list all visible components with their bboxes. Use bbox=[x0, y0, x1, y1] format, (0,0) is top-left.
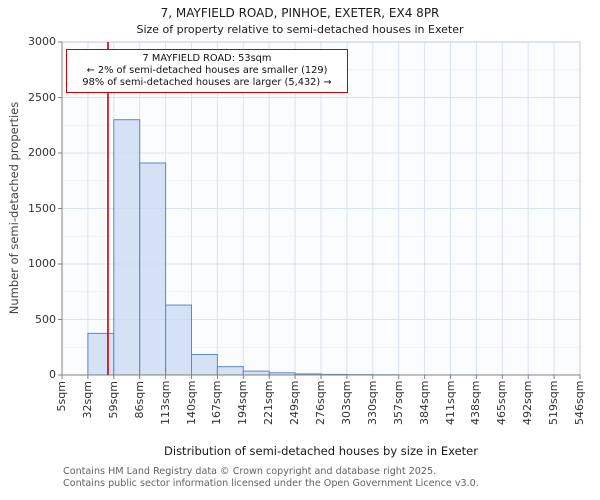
x-tick-label: 519sqm bbox=[547, 380, 561, 425]
y-tick-label: 2500 bbox=[28, 90, 56, 104]
histogram-bar bbox=[113, 119, 141, 376]
annotation-property-line: 7 MAYFIELD ROAD: 53sqm bbox=[142, 53, 272, 64]
chart-subtitle: Size of property relative to semi-detach… bbox=[136, 23, 464, 36]
x-tick-label: 276sqm bbox=[314, 380, 327, 425]
x-tick-label: 194sqm bbox=[236, 380, 250, 425]
x-tick-label: 140sqm bbox=[184, 380, 198, 425]
x-tick-label: 465sqm bbox=[495, 380, 509, 425]
y-tick-label: 1000 bbox=[28, 257, 56, 270]
x-tick-label: 113sqm bbox=[158, 380, 172, 425]
chart-title: 7, MAYFIELD ROAD, PINHOE, EXETER, EX4 8P… bbox=[160, 6, 440, 20]
histogram-bar bbox=[139, 162, 167, 376]
x-tick-label: 492sqm bbox=[521, 380, 535, 425]
histogram-bar bbox=[242, 370, 270, 376]
x-tick-label: 357sqm bbox=[391, 380, 405, 425]
x-tick-label: 330sqm bbox=[365, 380, 379, 425]
histogram-bar bbox=[87, 332, 115, 376]
x-tick-label: 86sqm bbox=[132, 381, 146, 419]
x-tick-label: 384sqm bbox=[417, 380, 431, 425]
y-tick-label: 3000 bbox=[28, 35, 56, 48]
annotation-larger-line: 98% of semi-detached houses are larger (… bbox=[82, 77, 332, 88]
histogram-bar bbox=[165, 304, 193, 376]
histogram-bar bbox=[191, 353, 218, 376]
x-tick-label: 303sqm bbox=[339, 380, 353, 425]
x-tick-label: 438sqm bbox=[469, 380, 483, 425]
x-tick-label: 221sqm bbox=[262, 380, 276, 425]
footer: Contains HM Land Registry data © Crown c… bbox=[63, 466, 479, 489]
y-tick-label: 2000 bbox=[28, 146, 56, 159]
y-tick-label: 500 bbox=[35, 312, 56, 326]
x-tick-label: 5sqm bbox=[55, 381, 68, 412]
annotation-smaller-line: ← 2% of semi-detached houses are smaller… bbox=[86, 65, 328, 76]
x-tick-label: 167sqm bbox=[210, 380, 224, 425]
x-tick-label: 546sqm bbox=[573, 380, 586, 425]
footer-copyright-line: Contains HM Land Registry data © Crown c… bbox=[63, 466, 437, 477]
x-tick-label: 411sqm bbox=[443, 380, 457, 425]
y-tick-label: 1500 bbox=[28, 201, 56, 215]
footer-licence-line: Contains public sector information licen… bbox=[63, 477, 479, 489]
histogram-bar bbox=[216, 366, 244, 376]
y-tick-label: 0 bbox=[49, 368, 56, 381]
annotation-box: 7 MAYFIELD ROAD: 53sqm ← 2% of semi-deta… bbox=[66, 49, 348, 93]
x-tick-label: 249sqm bbox=[288, 380, 302, 425]
x-tick-label: 59sqm bbox=[106, 381, 120, 419]
x-tick-label: 32sqm bbox=[80, 381, 94, 419]
x-axis-label: Distribution of semi-detached houses by … bbox=[164, 444, 478, 458]
